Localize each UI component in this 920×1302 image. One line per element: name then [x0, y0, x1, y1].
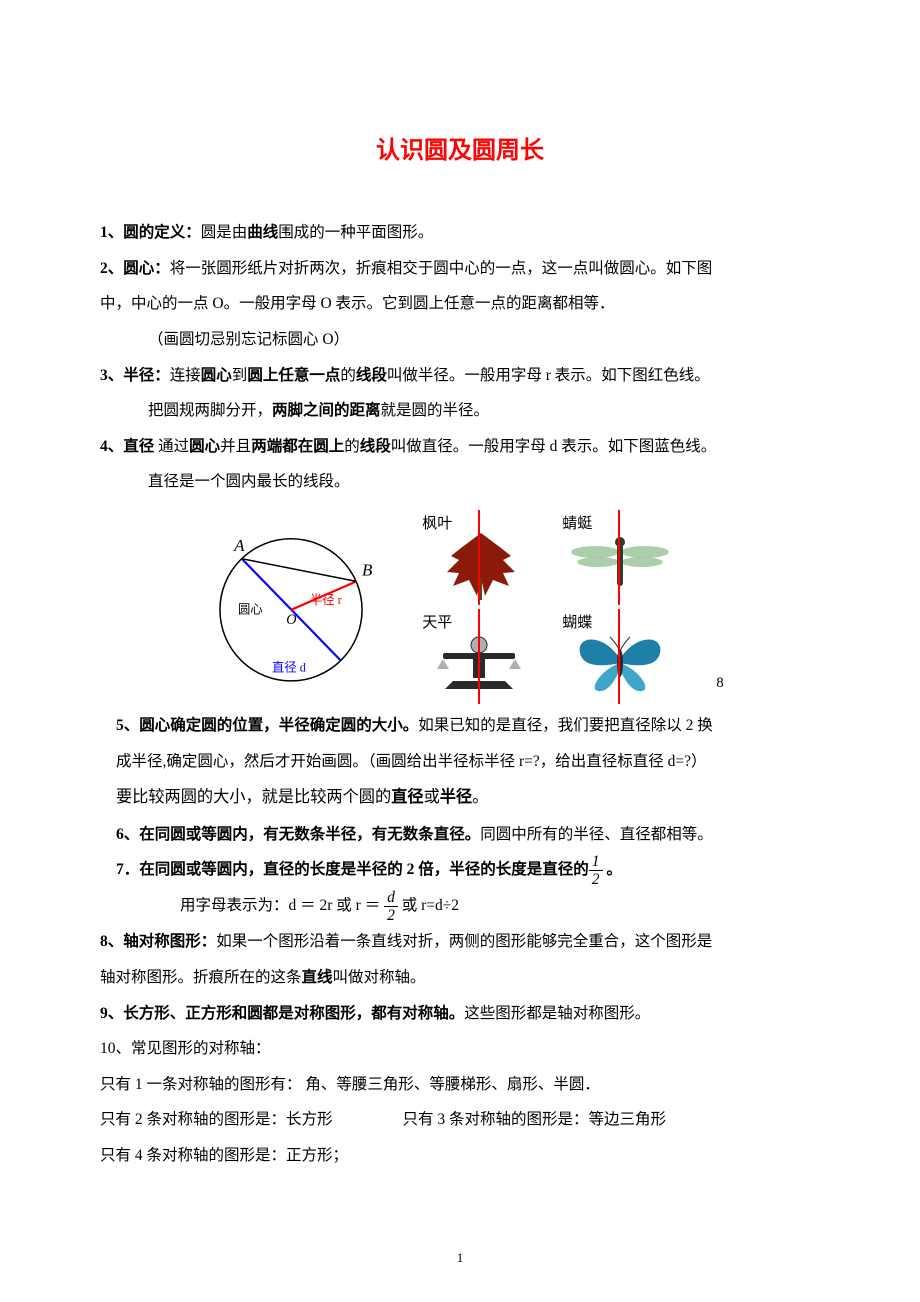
p5-t4: 或 — [424, 788, 440, 806]
p3-t3: 的 — [340, 367, 356, 384]
frac-n: 1 — [589, 853, 603, 871]
p7-l2a: 用字母表示为：d ＝ 2r 或 r ＝ — [180, 897, 384, 914]
p3-t4: 叫做半径。一般用字母 r 表示。如下图红色线。 — [387, 367, 710, 384]
para-4-l1: 4、直径 通过圆心并且两端都在圆上的线段叫做直径。一般用字母 d 表示。如下图蓝… — [100, 429, 820, 465]
p5-t1: 如果已知的是直径，我们要把直径除以 2 换 — [418, 717, 713, 734]
dragonfly-icon — [570, 530, 670, 590]
p7-tail: 。 — [603, 861, 622, 878]
frac-d-2: d2 — [384, 889, 398, 924]
para-10-l1: 只有 1 一条对称轴的图形有： 角、等腰三角形、等腰梯形、扇形、半圆． — [100, 1067, 820, 1103]
p8-t3: 叫做对称轴。 — [333, 969, 426, 986]
label-O: O — [287, 612, 297, 628]
symm-dragonfly: 蜻蜓 — [556, 510, 686, 605]
symmetry-examples: 枫叶 蜻蜓 天平 — [416, 510, 686, 704]
para-3-l2: 把圆规两脚分开，两脚之间的距离就是圆的半径。 — [100, 393, 820, 429]
label-A: A — [233, 536, 245, 555]
symm-leaf: 枫叶 — [416, 510, 546, 605]
p10-l2b: 只有 3 条对称轴的图形是：等边三角形 — [403, 1111, 667, 1128]
p4-b1: 圆心 — [189, 438, 220, 455]
para-8-l1: 8、轴对称图形：如果一个图形沿着一条直线对折，两侧的图形能够完全重合，这个图形是 — [100, 924, 820, 960]
p6-t1: 同圆中所有的半径、直径都相等。 — [480, 826, 713, 843]
butterfly-icon — [574, 629, 666, 697]
frac-n2: d — [384, 889, 398, 907]
para-2-l1: 2、圆心：将一张圆形纸片对折两次，折痕相交于圆中心的一点，这一点叫做圆心。如下图 — [100, 251, 820, 287]
p4-b2: 两端都在圆上 — [251, 438, 344, 455]
p5-t5: 。 — [472, 788, 488, 806]
frac-1-2: 12 — [589, 853, 603, 888]
para-5-l2: 成半径,确定圆心，然后才开始画圆。（画圆给出半径标半径 r=?，给出直径标直径 … — [100, 744, 820, 780]
p3-t2: 到 — [232, 367, 248, 384]
p4-b3: 线段 — [360, 438, 391, 455]
circle-diagram: A B O 圆心 半径 r 直径 d — [196, 517, 386, 697]
axis-line — [618, 609, 620, 704]
p4-t4: 叫做直径。一般用字母 d 表示。如下图蓝色线。 — [391, 438, 717, 455]
para-5-l1: 5、圆心确定圆的位置，半径确定圆的大小。如果已知的是直径，我们要把直径除以 2 … — [100, 708, 820, 744]
axis-line — [618, 510, 620, 605]
p7-l2b: 或 r=d÷2 — [398, 897, 459, 914]
p10-l2a: 只有 2 条对称轴的图形是：长方形 — [100, 1111, 333, 1128]
lead-8: 8、轴对称图形： — [100, 933, 216, 950]
leaf-icon — [441, 528, 521, 600]
p8-b1: 直线 — [302, 969, 333, 986]
axis-line — [478, 510, 480, 605]
lead-4: 4、直径 — [100, 438, 154, 455]
p9-t1: 这些图形都是轴对称图形。 — [464, 1005, 650, 1022]
page-title: 认识圆及圆周长 — [100, 130, 820, 165]
para-10-lead: 10、常见图形的对称轴： — [100, 1031, 820, 1067]
para-10-l3: 只有 4 条对称轴的图形是：正方形； — [100, 1138, 820, 1174]
p2-l1: 将一张圆形纸片对折两次，折痕相交于圆中心的一点，这一点叫做圆心。如下图 — [170, 260, 713, 277]
p4-t2: 并且 — [220, 438, 251, 455]
para-2-l3: （画圆切忌别忘记标圆心 O） — [100, 322, 820, 358]
lead-7: 7．在同圆或等圆内，直径的长度是半径的 2 倍，半径的长度是直径的 — [116, 861, 589, 878]
lead-6: 6、在同圆或等圆内，有无数条半径，有无数条直径。 — [116, 826, 480, 843]
p3-l2a: 把圆规两脚分开， — [148, 402, 272, 419]
para-8-l2: 轴对称图形。折痕所在的这条直线叫做对称轴。 — [100, 960, 820, 996]
p1-b: 围成的一种平面图形。 — [278, 224, 433, 241]
para-10-l2: 只有 2 条对称轴的图形是：长方形 只有 3 条对称轴的图形是：等边三角形 — [100, 1102, 820, 1138]
para-6: 6、在同圆或等圆内，有无数条半径，有无数条直径。同圆中所有的半径、直径都相等。 — [100, 817, 820, 853]
lead-3: 3、半径： — [100, 367, 170, 384]
p3-b2: 圆上任意一点 — [247, 367, 340, 384]
p5-t3: 要比较两圆的大小，就是比较两个圆的 — [116, 788, 391, 806]
p3-b1: 圆心 — [201, 367, 232, 384]
p4-t3: 的 — [344, 438, 360, 455]
para-7-l2: 用字母表示为：d ＝ 2r 或 r ＝ d2 或 r=d÷2 — [100, 888, 820, 924]
figure-row: A B O 圆心 半径 r 直径 d 枫叶 蜻蜓 — [100, 510, 820, 704]
lead-2: 2、圆心： — [100, 260, 170, 277]
para-2-l2: 中，中心的一点 O。一般用字母 O 表示。它到圆上任意一点的距离都相等． — [100, 286, 820, 322]
p1-a: 圆是由 — [201, 224, 248, 241]
symm-label-scale: 天平 — [422, 611, 452, 632]
frac-d: 2 — [589, 871, 603, 888]
p3-b3: 线段 — [356, 367, 387, 384]
figure-eight: 8 — [716, 675, 724, 692]
frac-d2: 2 — [384, 907, 398, 924]
para-9: 9、长方形、正方形和圆都是对称图形，都有对称轴。这些图形都是轴对称图形。 — [100, 996, 820, 1032]
p3-l2b: 两脚之间的距离 — [272, 402, 381, 419]
lead-1: 1、圆的定义： — [100, 224, 201, 241]
p3-l2c: 就是圆的半径。 — [381, 402, 490, 419]
p1-b1: 曲线 — [247, 224, 278, 241]
p5-b2: 半径 — [440, 788, 472, 806]
symm-butterfly: 蝴蝶 — [556, 609, 686, 704]
lead-5: 5、圆心确定圆的位置，半径确定圆的大小。 — [116, 717, 418, 734]
label-radius: 半径 r — [310, 593, 342, 607]
p8-t1: 如果一个图形沿着一条直线对折，两侧的图形能够完全重合，这个图形是 — [216, 933, 712, 950]
para-7-l1: 7．在同圆或等圆内，直径的长度是半径的 2 倍，半径的长度是直径的12 。 — [100, 852, 820, 888]
p3-t1: 连接 — [170, 367, 201, 384]
page-number: 1 — [0, 1250, 920, 1266]
p8-t2: 轴对称图形。折痕所在的这条 — [100, 969, 302, 986]
para-5-l3: 要比较两圆的大小，就是比较两个圆的直径或半径。 — [100, 779, 820, 816]
para-4-l2: 直径是一个圆内最长的线段。 — [100, 464, 820, 500]
label-B: B — [362, 561, 373, 580]
p5-b1: 直径 — [391, 788, 423, 806]
symm-scale: 天平 — [416, 609, 546, 704]
lead-9: 9、长方形、正方形和圆都是对称图形，都有对称轴。 — [100, 1005, 464, 1022]
label-diameter: 直径 d — [272, 661, 306, 675]
para-1: 1、圆的定义：圆是由曲线围成的一种平面图形。 — [100, 215, 820, 251]
para-3-l1: 3、半径：连接圆心到圆上任意一点的线段叫做半径。一般用字母 r 表示。如下图红色… — [100, 358, 820, 394]
label-center: 圆心 — [238, 603, 263, 617]
document-page: 认识圆及圆周长 1、圆的定义：圆是由曲线围成的一种平面图形。 2、圆心：将一张圆… — [0, 0, 920, 1302]
p4-t1: 通过 — [154, 438, 189, 455]
axis-line — [478, 609, 480, 704]
